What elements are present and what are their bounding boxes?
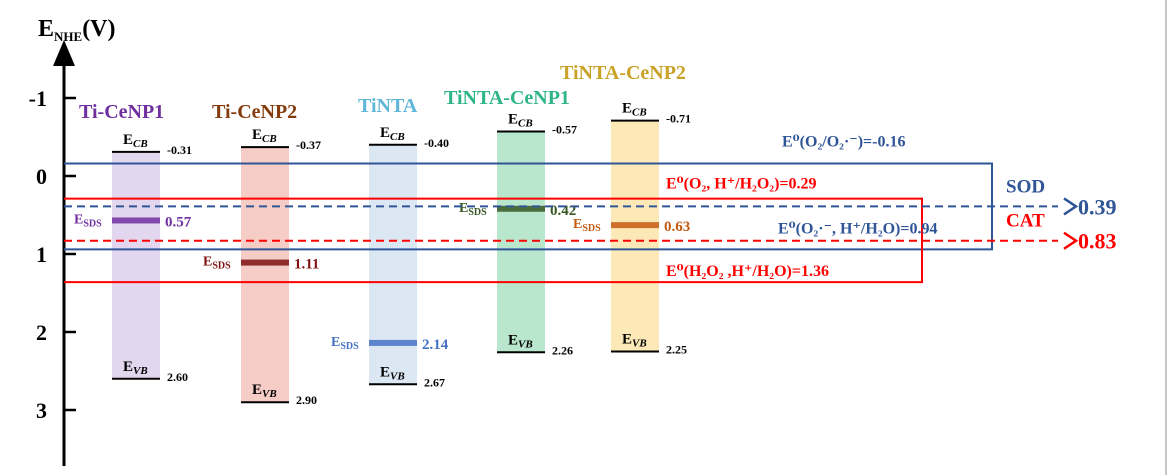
mechanism-labels: 0.39 SOD 0.83 CAT (64, 0, 1167, 475)
y-axis-title: ENHE(V) (38, 16, 116, 44)
vb-value: 2.60 (167, 370, 188, 384)
sds-label: ESDS (459, 201, 487, 218)
vb-label: EVB (622, 332, 647, 350)
energy-levels: Ti-CeNP1 ECB -0.31 EVB 2.60 ESDS 0.57 Ti-CeNP2 E… (74, 62, 691, 407)
cb-value: -0.40 (424, 136, 449, 150)
material-name: TiNTA (358, 95, 418, 117)
sds-label: ESDS (203, 255, 231, 272)
mechanism-arrow (1063, 231, 1079, 250)
y-tick-label: 3 (36, 398, 47, 423)
material-name: Ti-CeNP2 (212, 101, 297, 123)
mechanism-name: CAT (1006, 211, 1045, 232)
band-rect (369, 144, 417, 385)
cb-label: ECB (123, 132, 148, 150)
material-name: TiNTA-CeNP1 (444, 87, 570, 109)
vb-value: 2.67 (424, 375, 445, 389)
sds-level (369, 339, 417, 346)
sds-level (112, 217, 160, 224)
cb-label: ECB (252, 127, 277, 145)
cb-label: ECB (622, 101, 647, 119)
y-tick-label: 0 (36, 164, 47, 189)
potential-label: E⁰(O₂, H⁺/H₂O₂)=0.29 (666, 176, 817, 193)
sds-level (611, 222, 659, 229)
cb-value: -0.57 (552, 123, 577, 137)
band-rect (611, 120, 659, 352)
cb-value: -0.71 (666, 112, 691, 126)
potential-label: E⁰(H₂O₂ ,H⁺/H₂O)=1.36 (666, 263, 829, 280)
vb-label: EVB (123, 359, 148, 377)
mechanism-arrow (1063, 197, 1079, 216)
vb-value: 2.90 (296, 393, 317, 407)
cb-value: -0.37 (296, 138, 321, 152)
mechanism-value: 0.39 (1078, 194, 1117, 219)
sds-label: ESDS (74, 212, 102, 229)
vb-value: 2.26 (552, 343, 573, 357)
vb-label: EVB (380, 364, 405, 382)
potential-label: E⁰(O₂/O₂·⁻)=-0.16 (782, 134, 906, 151)
band-rect (112, 151, 160, 379)
y-tick-label: 2 (36, 320, 47, 345)
y-tick-label: 1 (36, 242, 47, 267)
band-rect (241, 147, 289, 403)
sds-label: ESDS (331, 335, 359, 352)
redox-potential-lines: E⁰(O₂/O₂·⁻)=-0.16 E⁰(O₂, H⁺/H₂O₂)=0.29 E⁰(… (64, 134, 993, 284)
sds-value: 0.63 (664, 219, 690, 235)
sds-level (241, 259, 289, 266)
cb-value: -0.31 (167, 143, 192, 157)
sds-value: 1.11 (294, 257, 319, 273)
mechanism-value: 0.83 (1078, 229, 1117, 254)
sds-level (497, 205, 545, 212)
material-name: Ti-CeNP1 (79, 101, 164, 123)
vb-label: EVB (252, 382, 277, 400)
y-tick-label: -1 (29, 86, 47, 111)
vb-label: EVB (508, 332, 533, 350)
mechanism-name: SOD (1006, 176, 1045, 197)
band-rect (497, 131, 545, 353)
cb-label: ECB (508, 112, 533, 130)
y-axis-arrow (53, 40, 75, 66)
sds-value: 0.57 (165, 214, 192, 230)
sds-value: 0.42 (550, 203, 576, 219)
material-name: TiNTA-CeNP2 (560, 62, 686, 84)
vb-value: 2.25 (666, 343, 687, 357)
cb-label: ECB (380, 125, 405, 143)
sds-value: 2.14 (422, 337, 449, 353)
y-axis-ticks: -1 0 1 2 3 (29, 86, 76, 423)
potential-label: E⁰(O₂·⁻, H⁺/H₂O)=0.94 (778, 220, 938, 237)
sds-label: ESDS (573, 217, 601, 234)
